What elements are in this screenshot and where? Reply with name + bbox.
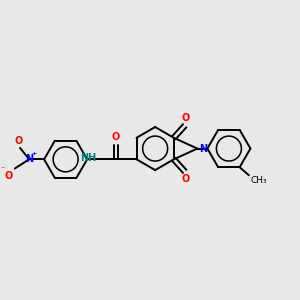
Text: N: N (200, 144, 208, 154)
Text: ⁻: ⁻ (1, 164, 5, 173)
Text: +: + (31, 151, 36, 156)
Text: O: O (182, 113, 190, 124)
Text: O: O (14, 136, 23, 146)
Text: NH: NH (80, 154, 97, 164)
Text: O: O (112, 132, 120, 142)
Text: N: N (25, 154, 33, 164)
Text: CH₃: CH₃ (250, 176, 267, 185)
Text: O: O (4, 171, 13, 181)
Text: O: O (182, 174, 190, 184)
